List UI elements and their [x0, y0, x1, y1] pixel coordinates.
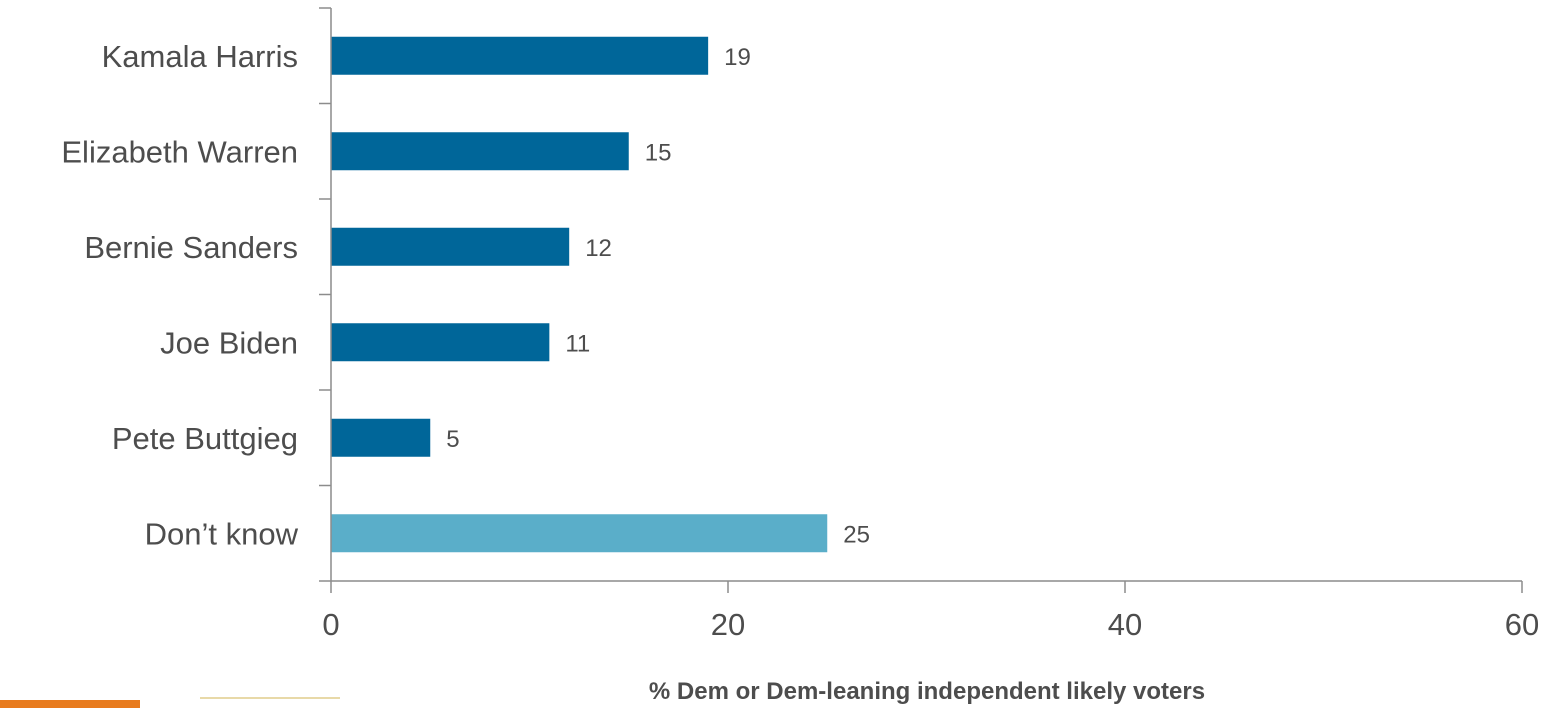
- x-tick-label-3: 60: [1505, 607, 1539, 642]
- category-label-2: Bernie Sanders: [84, 230, 298, 265]
- bar-3: [331, 323, 550, 362]
- data-label-0: 19: [724, 44, 751, 71]
- category-label-3: Joe Biden: [160, 325, 298, 360]
- axes-group: [319, 7, 1523, 593]
- category-label-1: Elizabeth Warren: [61, 134, 298, 169]
- data-label-1: 15: [645, 139, 672, 166]
- data-labels-group: 19 15 12 11 5 25: [446, 44, 870, 549]
- bars-group: [331, 36, 828, 553]
- x-tick-label-0: 0: [322, 607, 339, 642]
- category-label-4: Pete Buttgieg: [112, 421, 298, 456]
- data-label-2: 12: [585, 235, 612, 262]
- category-label-5: Don’t know: [145, 516, 299, 551]
- x-axis-title: % Dem or Dem-leaning independent likely …: [649, 678, 1205, 705]
- brand-logo-right: [200, 697, 340, 708]
- data-label-4: 5: [446, 426, 459, 453]
- bar-5: [331, 514, 828, 553]
- bar-0: [331, 36, 709, 75]
- data-label-3: 11: [565, 330, 590, 357]
- brand-logo-left: [0, 700, 140, 708]
- x-tick-label-2: 40: [1108, 607, 1142, 642]
- x-tick-label-1: 20: [711, 607, 745, 642]
- x-tick-labels-group: 0 20 40 60: [322, 607, 1539, 642]
- category-labels-group: Kamala Harris Elizabeth Warren Bernie Sand…: [61, 39, 298, 552]
- data-label-5: 25: [843, 521, 870, 548]
- bar-4: [331, 418, 431, 457]
- bar-2: [331, 227, 570, 266]
- category-label-0: Kamala Harris: [102, 39, 298, 74]
- bar-1: [331, 132, 629, 171]
